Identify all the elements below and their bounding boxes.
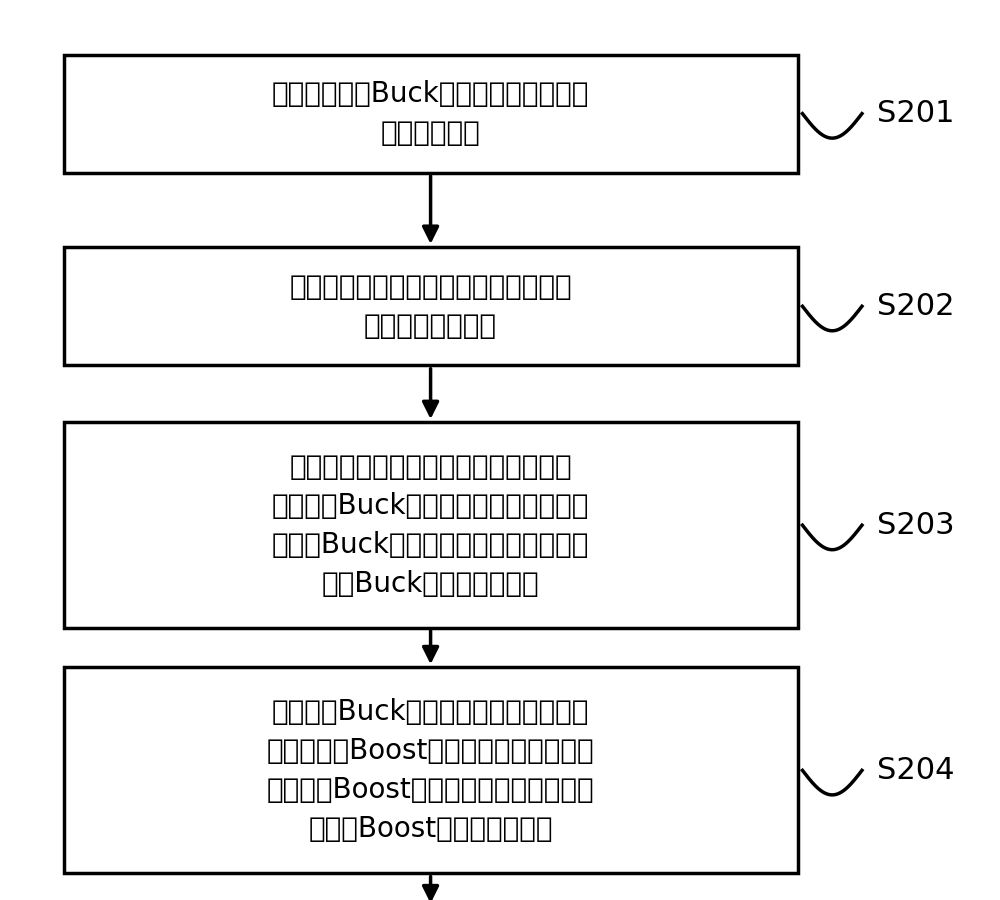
Text: S203: S203 <box>877 510 954 540</box>
Text: 根据输出电压值进行电压外环控制，输
出电流内环给定值: 根据输出电压值进行电压外环控制，输 出电流内环给定值 <box>289 273 572 340</box>
Bar <box>64 422 798 628</box>
Text: 实时获取后级Buck电路的输出电压值以
及输出电流值: 实时获取后级Buck电路的输出电压值以 及输出电流值 <box>272 80 589 147</box>
Text: S204: S204 <box>877 756 954 785</box>
Text: 根据电流内环给定值以及输出电流值，
输出后级Buck变换器的控制占空比，并
将后级Buck变换器的控制占空比输送至
后级Buck变换器的控制端: 根据电流内环给定值以及输出电流值， 输出后级Buck变换器的控制占空比，并 将后… <box>272 453 589 598</box>
Bar <box>64 248 798 365</box>
Text: 根据后级Buck变换器的控制占空比，计
算获得前级Boost变换器的控制占空比，
并将倩姐Boost变换器的控制占空比输送
至前级Boost变换器的控制端: 根据后级Buck变换器的控制占空比，计 算获得前级Boost变换器的控制占空比，… <box>267 698 594 843</box>
Bar <box>64 55 798 173</box>
Text: S201: S201 <box>877 99 954 128</box>
Text: S202: S202 <box>877 292 954 320</box>
Bar <box>64 668 798 873</box>
